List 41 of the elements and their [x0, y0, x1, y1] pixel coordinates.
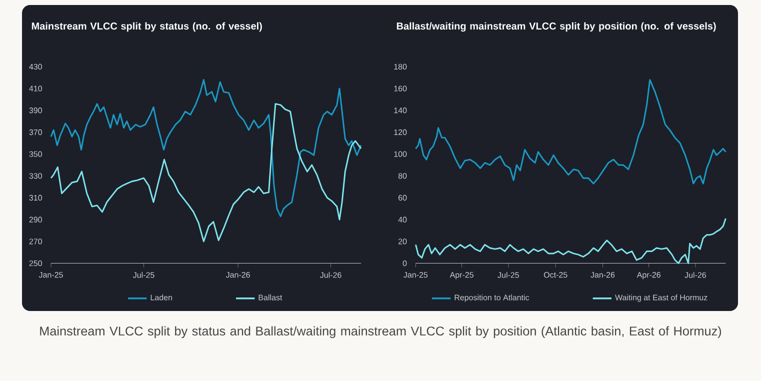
x-tick-label: Jul-25 — [132, 272, 154, 278]
y-tick-label: 20 — [398, 238, 407, 244]
x-tick-label: Jul-26 — [320, 272, 342, 278]
y-tick-label: 160 — [394, 86, 407, 92]
chart-title: Mainstream VLCC split by status (no. of vessel) — [32, 22, 262, 32]
y-tick-label: 370 — [29, 129, 42, 136]
chart-title: Ballast/waiting mainstream VLCC split by position (no. of vessels) — [396, 22, 716, 32]
line-series — [414, 79, 726, 184]
y-tick-label: 40 — [398, 216, 407, 222]
x-tick-label: Jan-25 — [404, 272, 428, 278]
x-tick-label: Jan-26 — [590, 272, 615, 278]
y-tick-label: 140 — [394, 108, 407, 114]
y-tick-label: 390 — [29, 108, 42, 114]
x-tick-label: Oct-25 — [544, 272, 568, 278]
y-tick-label: 290 — [29, 216, 42, 222]
y-tick-label: 310 — [29, 194, 42, 201]
y-tick-label: 80 — [398, 173, 407, 179]
x-tick-label: Jan-26 — [226, 272, 250, 278]
x-tick-label: Apr-26 — [636, 272, 660, 280]
y-tick-label: 0 — [402, 260, 407, 266]
legend-label: Reposition to Atlantic — [454, 294, 530, 302]
y-tick-label: 120 — [394, 129, 407, 136]
line-series — [414, 218, 726, 264]
legend-label: Ballast — [258, 294, 282, 300]
x-tick-label: Jan-25 — [38, 272, 63, 278]
y-tick-label: 180 — [394, 64, 407, 70]
y-tick-label: 250 — [29, 260, 42, 266]
y-tick-label: 430 — [29, 64, 42, 70]
y-tick-label: 270 — [29, 238, 42, 244]
text: Mainstream VLCC split by status and Ballast/waiting mainstream VLCC split by position (Atlantic basin, East of Hormuz) — [40, 326, 722, 338]
y-tick-label: 60 — [398, 194, 407, 201]
legend-label: Laden — [150, 294, 172, 300]
x-tick-label: Apr-25 — [450, 272, 474, 280]
y-tick-label: 330 — [29, 173, 42, 179]
legend-label: Waiting at East of Hormuz — [615, 294, 708, 302]
x-tick-label: Jul-26 — [684, 272, 706, 278]
x-tick-label: Jul-25 — [498, 272, 519, 278]
y-tick-label: 410 — [29, 86, 42, 92]
line-series — [50, 79, 362, 218]
y-tick-label: 350 — [29, 151, 42, 157]
y-tick-label: 100 — [394, 151, 407, 157]
